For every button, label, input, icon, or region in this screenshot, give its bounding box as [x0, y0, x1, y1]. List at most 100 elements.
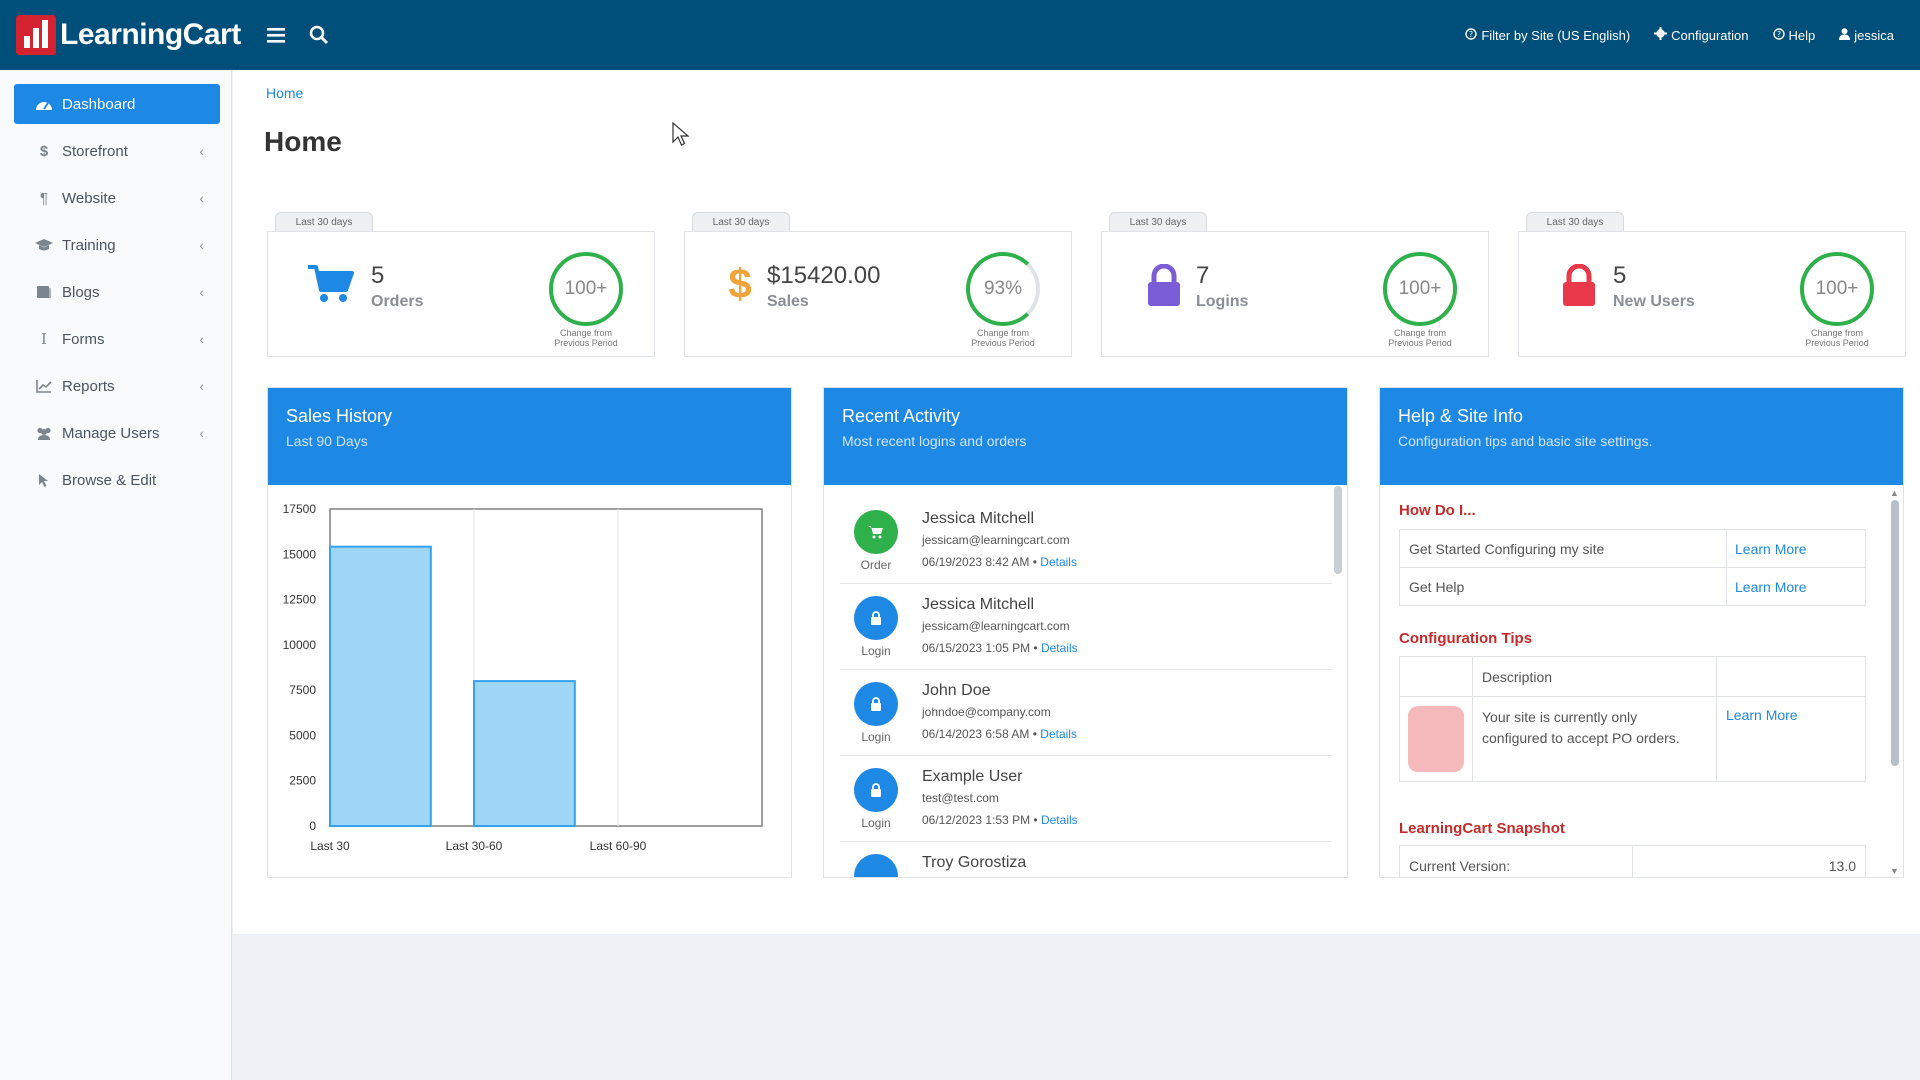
graduation-cap-icon [34, 239, 54, 251]
sidebar-item-storefront[interactable]: $ Storefront ‹ [14, 131, 220, 171]
shopping-cart-icon [308, 264, 354, 308]
stat-label: Logins [1196, 293, 1249, 310]
activity-email: jessicam@learningcart.com [922, 619, 1070, 633]
activity-name: Example User [922, 768, 1023, 785]
sidebar-item-label: Training [62, 236, 116, 254]
bar [329, 545, 432, 828]
tip-learn-more-link[interactable]: Learn More [1726, 707, 1798, 723]
change-caption: Change from Previous Period [1805, 328, 1869, 348]
sidebar-item-website[interactable]: ¶ Website ‹ [14, 178, 220, 218]
chevron-left-icon: ‹ [199, 378, 204, 394]
search-icon[interactable] [309, 25, 329, 45]
stat-period-tab: Last 30 days [1109, 212, 1207, 232]
dollar-icon: $ [727, 260, 753, 310]
orders-stat-card: 5 Orders 100+ Change from Previous Period [267, 231, 655, 357]
tip-description: Your site is currently only configured to… [1482, 709, 1680, 746]
panel-title: Recent Activity [842, 406, 961, 426]
learn-more-link[interactable]: Learn More [1735, 578, 1807, 595]
filter-by-site-link[interactable]: ? Filter by Site (US English) [1465, 28, 1630, 43]
breadcrumb-home[interactable]: Home [266, 85, 304, 101]
change-ring: 93% [966, 252, 1040, 326]
sidebar: Dashboard $ Storefront ‹ ¶ Website ‹ Tra… [0, 70, 232, 1080]
panel-header: Recent Activity Most recent logins and o… [824, 388, 1347, 485]
sidebar-item-reports[interactable]: Reports ‹ [14, 366, 220, 406]
logins-stat-card: 7 Logins 100+ Change from Previous Period [1101, 231, 1489, 357]
change-caption: Change from Previous Period [554, 328, 618, 348]
activity-item[interactable]: Login John Doe johndoe@company.com 06/14… [840, 670, 1332, 756]
sidebar-item-dashboard[interactable]: Dashboard [14, 84, 220, 124]
dollar-icon: $ [39, 142, 49, 160]
hamburger-menu-icon[interactable] [266, 26, 287, 44]
sales-chart-area: 0 2500 5000 7500 10000 12500 15000 17500 Last 30… [268, 485, 791, 881]
sidebar-item-forms[interactable]: I Forms ‹ [14, 319, 220, 359]
recent-activity-panel: Recent Activity Most recent logins and o… [823, 387, 1348, 878]
configuration-tips-table: Description Your site is currently only c… [1399, 656, 1866, 782]
panel-subtitle: Last 90 Days [286, 433, 368, 449]
logo-mark-icon [16, 15, 56, 55]
chevron-left-icon: ‹ [199, 331, 204, 347]
sidebar-item-label: Forms [62, 330, 105, 348]
sidebar-item-label: Dashboard [62, 95, 136, 113]
brand-name: LearningCart [60, 18, 241, 51]
tips-header-row: Description [1400, 657, 1865, 781]
y-tick-label: 10000 [283, 638, 317, 652]
activity-name: Troy Gorostiza [922, 854, 1027, 871]
stat-value: 5 [371, 262, 385, 289]
activity-item[interactable]: Login Jessica Mitchell jessicam@learning… [840, 584, 1332, 670]
sidebar-item-label: Browse & Edit [62, 471, 157, 489]
sidebar-item-training[interactable]: Training ‹ [14, 225, 220, 265]
user-menu[interactable]: jessica [1839, 28, 1894, 43]
activity-scrollbar[interactable] [1334, 486, 1342, 574]
snapshot-value: 13.0 [1828, 858, 1856, 874]
activity-type: Login [861, 644, 891, 658]
chevron-left-icon: ‹ [199, 190, 204, 206]
sidebar-item-browse-edit[interactable]: Browse & Edit [14, 460, 220, 500]
stat-period-tab: Last 30 days [1526, 212, 1624, 232]
change-value: 100+ [1815, 278, 1859, 299]
activity-email: test@test.com [922, 791, 999, 805]
x-tick-label: Last 60-90 [590, 839, 647, 853]
stat-value: $15420.00 [767, 262, 881, 289]
activity-item[interactable]: Login Example User test@test.com 06/12/2… [840, 756, 1332, 842]
user-icon [1839, 27, 1851, 43]
scroll-up-icon[interactable]: ▲ [1890, 488, 1899, 498]
sidebar-item-manage-users[interactable]: Manage Users ‹ [14, 413, 220, 453]
change-caption: Change from Previous Period [1388, 328, 1452, 348]
svg-text:$: $ [728, 260, 751, 306]
activity-date: 06/19/2023 8:42 AM • Details [922, 555, 1077, 569]
user-name: jessica [1854, 27, 1894, 43]
pointer-icon [34, 473, 54, 488]
configuration-link[interactable]: Configuration [1654, 27, 1749, 43]
sales-stat-card: $ $15420.00 Sales 93% Change from Previou… [684, 231, 1072, 357]
scrollbar-thumb[interactable] [1891, 500, 1899, 766]
sidebar-item-blogs[interactable]: Blogs ‹ [14, 272, 220, 312]
brand-logo[interactable]: LearningCart [16, 15, 241, 55]
bar [473, 680, 576, 827]
details-link[interactable]: Details [1040, 555, 1077, 569]
change-value: 100+ [1398, 278, 1442, 299]
activity-type: Order [860, 558, 892, 572]
activity-item[interactable]: Order Jessica Mitchell jessicam@learning… [840, 498, 1332, 584]
help-scrollbar[interactable]: ▲ ▼ [1889, 488, 1899, 876]
snapshot-row: Current Version: 13.0 [1399, 845, 1866, 877]
dashboard-icon [34, 97, 54, 111]
activity-email: johndoe@company.com [922, 705, 1051, 719]
activity-name: John Doe [922, 682, 991, 699]
activity-item[interactable]: Troy Gorostiza [840, 842, 1332, 877]
details-link[interactable]: Details [1040, 813, 1078, 827]
scroll-down-icon[interactable]: ▼ [1890, 866, 1899, 876]
help-link[interactable]: ? Help [1772, 28, 1815, 43]
help-row: Get Help Learn More [1399, 567, 1866, 606]
details-link[interactable]: Details [1040, 641, 1078, 655]
gear-icon [1654, 27, 1668, 43]
y-tick-label: 2500 [289, 774, 316, 788]
y-tick-label: 17500 [283, 502, 317, 516]
learn-more-link[interactable]: Learn More [1735, 540, 1807, 557]
paragraph-icon: ¶ [39, 189, 49, 207]
details-link[interactable]: Details [1040, 727, 1077, 741]
stat-label: Orders [371, 293, 424, 310]
snapshot-heading: LearningCart Snapshot [1399, 820, 1565, 837]
stat-label: Sales [767, 293, 809, 310]
activity-date: 06/14/2023 6:58 AM • Details [922, 727, 1077, 741]
stat-value: 5 [1613, 262, 1627, 289]
